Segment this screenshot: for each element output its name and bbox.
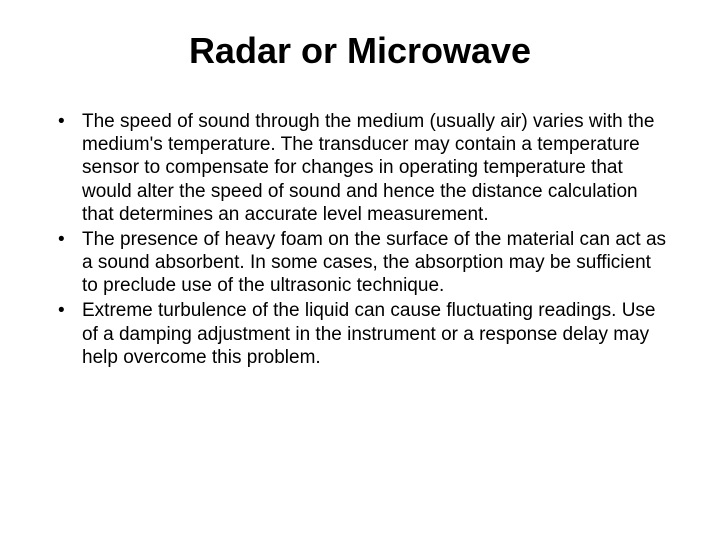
bullet-list: • The speed of sound through the medium …	[50, 110, 670, 369]
list-item: • Extreme turbulence of the liquid can c…	[50, 299, 670, 369]
list-item: • The speed of sound through the medium …	[50, 110, 670, 226]
bullet-text: The speed of sound through the medium (u…	[82, 111, 654, 225]
slide-title: Radar or Microwave	[50, 30, 670, 72]
bullet-icon: •	[58, 110, 65, 133]
list-item: • The presence of heavy foam on the surf…	[50, 228, 670, 298]
bullet-text: Extreme turbulence of the liquid can cau…	[82, 300, 656, 367]
bullet-icon: •	[58, 228, 65, 251]
bullet-icon: •	[58, 299, 65, 322]
bullet-text: The presence of heavy foam on the surfac…	[82, 229, 666, 296]
